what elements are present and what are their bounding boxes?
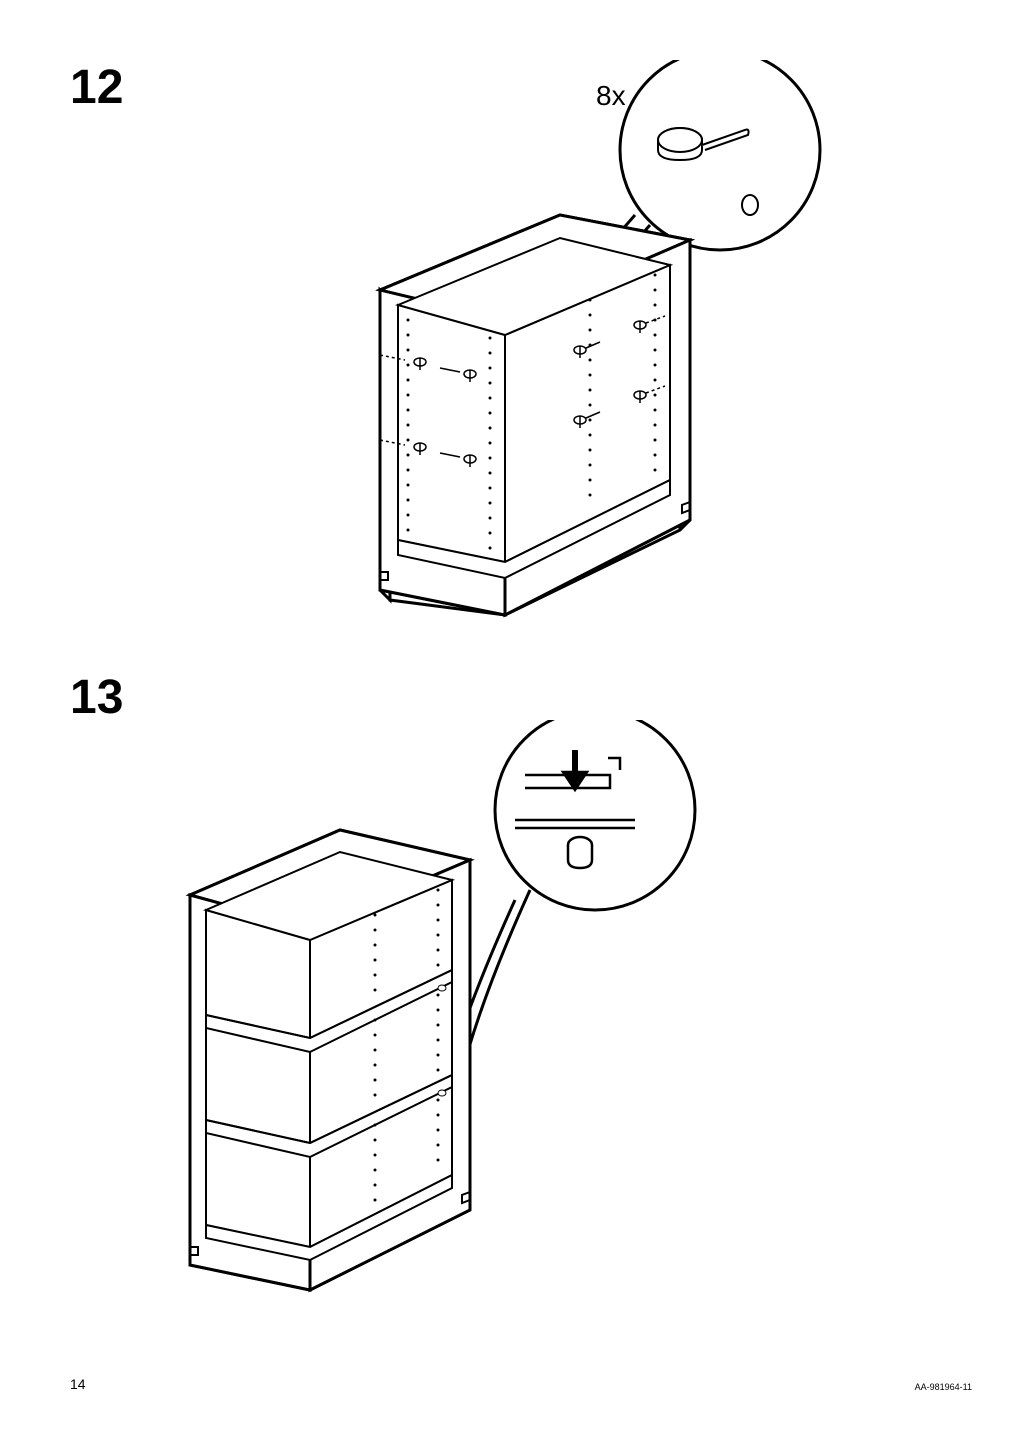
page-number: 14 [70, 1376, 86, 1392]
document-id: AA-981964-11 [915, 1382, 972, 1392]
cabinet-with-shelves-icon [190, 830, 470, 1290]
step-12-number: 12 [70, 60, 123, 115]
step-12-diagram [350, 60, 830, 640]
step-13-diagram [180, 720, 740, 1320]
callout-circle-icon [620, 60, 820, 250]
step-13-number: 13 [70, 670, 123, 725]
callout-circle-icon [495, 720, 695, 910]
cabinet-frame-icon [380, 215, 690, 615]
